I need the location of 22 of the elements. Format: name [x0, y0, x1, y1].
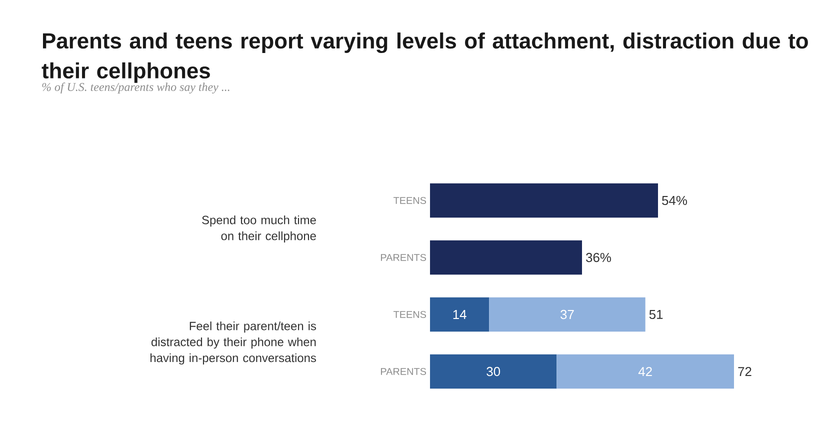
bar — [556, 354, 734, 389]
y-tick-label: PARENTS — [380, 368, 426, 376]
chart-title: Parents and teens report varying levels of attachment, distraction due to their cellphones — [42, 32, 808, 83]
bar — [430, 240, 582, 275]
data-label: 30 — [486, 366, 500, 376]
text: % of U.S. teens/parents who say they ... — [42, 82, 230, 94]
data-label: 42 — [638, 366, 652, 376]
total-label: 51 — [649, 310, 663, 320]
y-tick-label: TEENS — [393, 196, 426, 204]
text: Feel their parent/teen is distracted by their phone when having in-person conversations — [150, 322, 316, 365]
data-label: 14 — [453, 310, 466, 319]
bar — [430, 183, 658, 218]
bar — [430, 354, 557, 389]
y-tick-label: PARENTS — [380, 254, 426, 262]
bar — [489, 297, 646, 332]
bar — [430, 297, 490, 332]
total-label: 54% — [662, 196, 687, 206]
total-label: 72 — [738, 366, 752, 376]
text: Spend too much time on their cellphone — [202, 215, 316, 243]
data-label: 37 — [560, 310, 574, 320]
y-tick-label: TEENS — [393, 310, 426, 318]
total-label: 36% — [586, 252, 611, 262]
